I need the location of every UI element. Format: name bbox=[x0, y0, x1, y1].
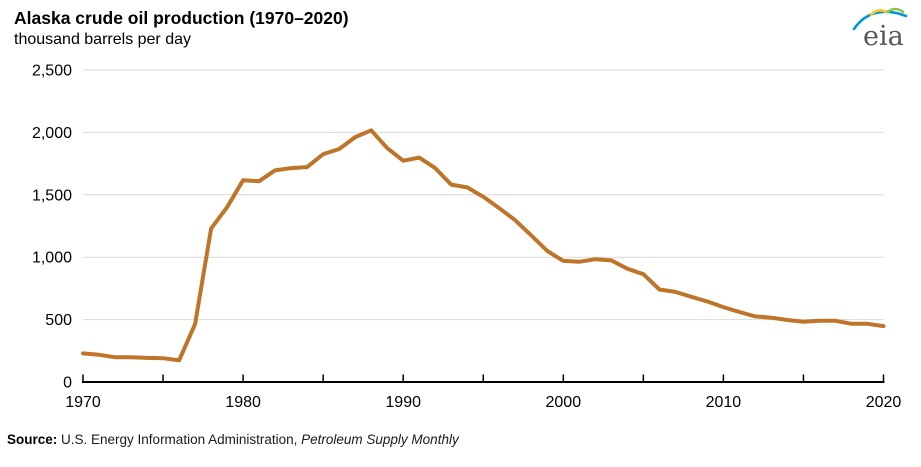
source-line: Source: U.S. Energy Information Administ… bbox=[7, 432, 459, 447]
source-link[interactable]: Petroleum Supply Monthly bbox=[301, 432, 459, 447]
production-line-series bbox=[81, 128, 886, 363]
source-label: Source: bbox=[7, 432, 58, 447]
chart-title: Alaska crude oil production (1970–2020) bbox=[14, 8, 349, 28]
x-axis-tick-label: 2010 bbox=[706, 394, 742, 411]
eia-logo-text: eia bbox=[863, 21, 904, 50]
x-axis-tick-label: 1970 bbox=[65, 394, 101, 411]
y-axis-tick-label: 0 bbox=[63, 375, 72, 392]
y-axis-tick-label: 1,000 bbox=[32, 250, 72, 267]
x-axis-tick-label: 1980 bbox=[225, 394, 261, 411]
x-axis-tick-label: 2000 bbox=[546, 394, 582, 411]
y-axis-tick-label: 1,500 bbox=[32, 187, 72, 204]
y-axis-tick-label: 2,000 bbox=[32, 125, 72, 142]
source-text: U.S. Energy Information Administration, bbox=[57, 432, 302, 447]
chart-subtitle: thousand barrels per day bbox=[14, 31, 191, 48]
x-axis-tick-label: 1990 bbox=[385, 394, 421, 411]
y-axis-tick-label: 500 bbox=[45, 312, 72, 329]
x-axis-tick-label: 2020 bbox=[866, 394, 902, 411]
eia-logo: eia bbox=[852, 7, 908, 50]
y-axis-tick-label: 2,500 bbox=[32, 63, 72, 80]
eia-swoosh-icon bbox=[852, 7, 908, 31]
